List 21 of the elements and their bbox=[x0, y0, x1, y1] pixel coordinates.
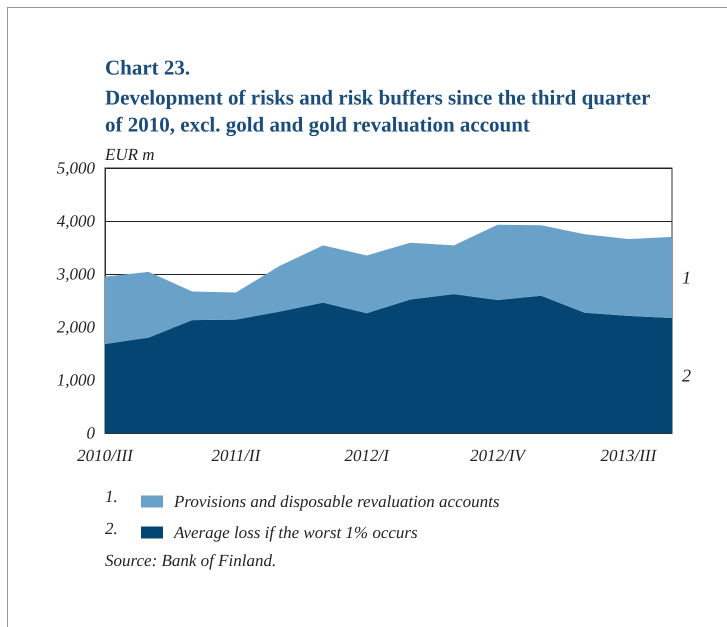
legend-label: Provisions and disposable revaluation accounts bbox=[173, 492, 500, 511]
text: 1. bbox=[105, 487, 118, 506]
y-tick-label: 3,000 bbox=[56, 264, 96, 284]
text: 1 bbox=[682, 267, 691, 288]
chart-subtitle: Development of risks and risk buffers since the third quarter of 2010, excl. gold and gold revaluation account bbox=[105, 86, 656, 136]
x-tick-label: 2010/III bbox=[77, 446, 134, 465]
y-tick-label: 4,000 bbox=[56, 212, 96, 230]
y-tick-label: 2,000 bbox=[56, 318, 96, 336]
text: 2 bbox=[682, 365, 691, 386]
x-tick-label: 2012/I bbox=[344, 446, 390, 465]
y-tick-label: 0 bbox=[86, 424, 96, 442]
text: 2. bbox=[105, 519, 118, 538]
chart-title: Chart 23. bbox=[105, 56, 190, 80]
y-tick-label: 5,000 bbox=[56, 158, 96, 178]
x-tick-label: 2011/II bbox=[211, 446, 262, 465]
source-note: Source: Bank of Finland. bbox=[105, 551, 276, 570]
x-tick-label: 2012/IV bbox=[470, 446, 528, 465]
x-tick-label: 2013/III bbox=[600, 446, 658, 465]
legend-label: Average loss if the worst 1% occurs bbox=[173, 523, 418, 542]
y-axis-title: EUR m bbox=[104, 145, 155, 164]
y-tick-label: 1,000 bbox=[56, 370, 96, 390]
